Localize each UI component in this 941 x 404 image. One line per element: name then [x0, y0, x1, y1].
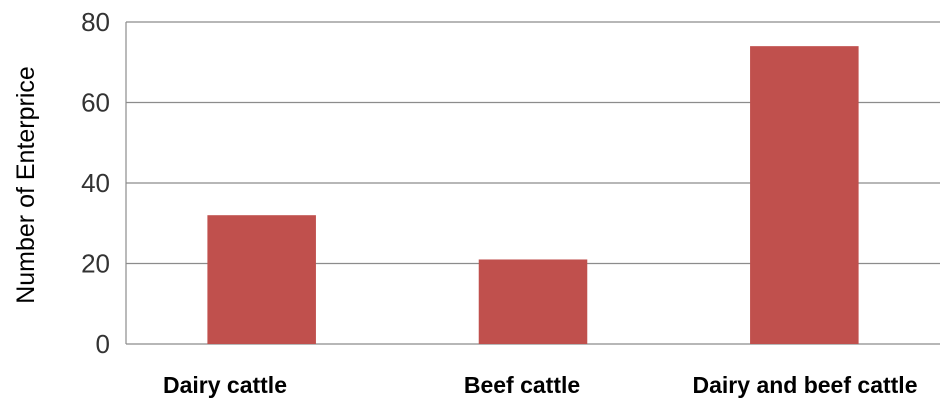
x-category-label: Dairy and beef cattle	[693, 372, 918, 398]
y-tick-label: 80	[81, 7, 110, 37]
bar-dairy-cattle	[207, 215, 316, 344]
y-tick-label: 40	[81, 168, 110, 198]
x-category-label: Dairy cattle	[163, 372, 287, 398]
bar-dairy-and-beef-cattle	[750, 46, 859, 345]
x-category-label: Beef cattle	[464, 372, 580, 398]
bars	[207, 46, 859, 345]
y-tick-label: 20	[81, 249, 110, 279]
y-tick-labels: 0 20 40 60 80	[81, 7, 110, 359]
bar-beef-cattle	[478, 259, 588, 344]
y-tick-label: 60	[81, 88, 110, 118]
y-axis-title: Number of Enterprice	[12, 66, 40, 304]
y-tick-label: 0	[96, 329, 110, 359]
x-category-labels: Dairy cattle Beef cattle Dairy and beef ca…	[163, 372, 917, 398]
